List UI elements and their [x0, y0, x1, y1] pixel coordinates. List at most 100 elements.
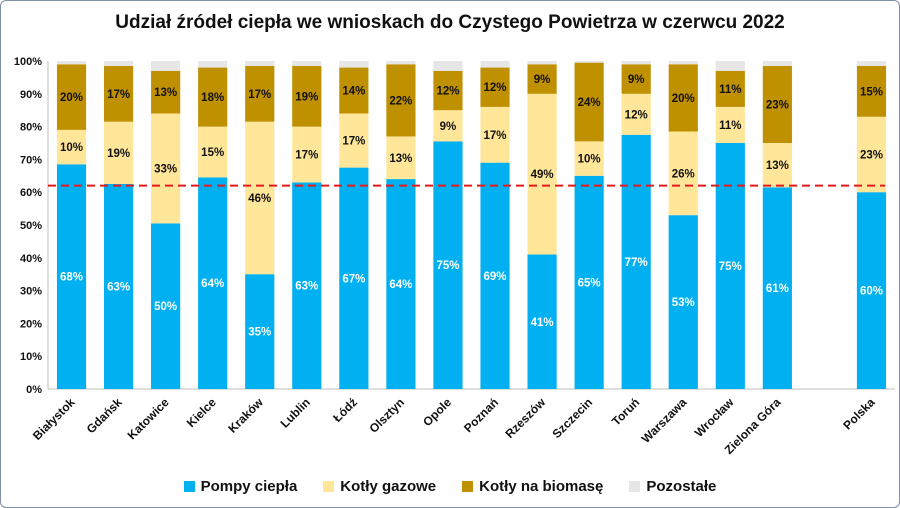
bar-segment	[762, 143, 792, 188]
bar-segment	[151, 61, 181, 71]
bar-segment	[480, 106, 510, 163]
x-tick-label: Katowice	[125, 395, 172, 442]
legend-swatch-other	[629, 481, 641, 492]
data-label: 18%	[201, 92, 224, 104]
bar-segment	[762, 187, 792, 389]
y-tick-label: 30%	[20, 286, 42, 298]
y-tick-label: 10%	[20, 351, 42, 363]
x-tick-label: Opole	[420, 395, 454, 429]
bar-segment	[339, 167, 369, 389]
legend-swatch-gas-boilers	[323, 481, 335, 492]
data-label: 9%	[440, 121, 457, 133]
legend-label-gas-boilers: Kotły gazowe	[340, 478, 437, 495]
data-label: 46%	[248, 193, 271, 205]
x-tick-label: Olsztyn	[366, 395, 407, 436]
data-label: 63%	[295, 281, 318, 293]
data-label: 67%	[342, 273, 365, 285]
bar-segment	[715, 61, 745, 71]
data-label: 19%	[107, 148, 130, 160]
legend-item-heat-pumps: Pompy ciepła	[183, 478, 298, 495]
data-label: 10%	[578, 154, 601, 166]
bar-segment	[856, 65, 887, 117]
x-tick-label: Toruń	[609, 395, 642, 428]
y-tick-label: 90%	[20, 89, 42, 101]
bar-segment	[715, 106, 745, 143]
bar-segment	[527, 64, 557, 94]
bar-segment	[292, 182, 322, 389]
data-label: 26%	[672, 168, 695, 180]
bar-segment	[56, 164, 87, 389]
bar-segment	[386, 61, 416, 65]
data-label: 69%	[484, 271, 507, 283]
legend-label-heat-pumps: Pompy ciepła	[200, 478, 298, 495]
bar-segment	[856, 116, 887, 193]
x-tick-label: Gdańsk	[84, 395, 125, 436]
data-label: 12%	[436, 86, 459, 98]
data-label: 9%	[628, 74, 645, 86]
bar-segment	[762, 65, 792, 143]
bar-segment	[527, 93, 557, 255]
legend-item-biomass-boilers: Kotły na biomasę	[462, 478, 603, 495]
data-label: 68%	[60, 272, 83, 284]
bar-segment	[715, 70, 745, 107]
data-label: 11%	[719, 84, 741, 96]
bar-segment	[668, 64, 698, 132]
y-tick-label: 70%	[20, 154, 42, 166]
data-label: 33%	[154, 163, 177, 175]
data-label: 53%	[672, 297, 695, 309]
bar-segment	[151, 223, 181, 389]
data-label: 77%	[625, 257, 648, 269]
x-tick-label: Kraków	[225, 395, 266, 436]
data-label: 24%	[578, 97, 601, 109]
bar-segment	[480, 67, 510, 107]
bar-segment	[103, 65, 134, 122]
data-label: 63%	[107, 282, 130, 294]
bar-segment	[151, 70, 181, 114]
bar-segment	[480, 162, 510, 389]
bar-segment	[292, 126, 322, 183]
y-tick-label: 20%	[20, 318, 42, 330]
bar-segment	[621, 93, 651, 135]
bar-segment	[292, 65, 322, 127]
x-tick-label: Szczecin	[550, 395, 596, 441]
bar-segment	[245, 121, 275, 275]
data-label: 64%	[201, 278, 224, 290]
bar-segment	[621, 134, 651, 389]
bar-segment	[198, 61, 228, 68]
bar-segment	[574, 62, 604, 142]
data-label: 11%	[719, 120, 741, 132]
x-tick-label: Rzeszów	[502, 395, 548, 441]
bar-segment	[433, 110, 463, 142]
legend-item-gas-boilers: Kotły gazowe	[323, 478, 436, 495]
data-label: 15%	[201, 147, 224, 159]
chart-legend: Pompy ciepła Kotły gazowe Kotły na bioma…	[0, 478, 900, 495]
bar-segment	[103, 121, 134, 184]
data-label: 13%	[154, 87, 177, 99]
data-label: 61%	[766, 283, 789, 295]
bar-segment	[386, 136, 416, 180]
data-label: 23%	[766, 99, 789, 111]
bar-segment	[56, 64, 87, 130]
legend-label-other: Pozostałe	[646, 478, 717, 495]
bar-segment	[621, 61, 651, 65]
y-tick-label: 100%	[14, 56, 42, 68]
bar-segment	[56, 61, 87, 65]
bar-segment	[574, 61, 604, 63]
legend-label-biomass-boilers: Kotły na biomasę	[479, 478, 604, 495]
data-label: 65%	[578, 277, 601, 289]
bar-segment	[151, 113, 181, 224]
bar-segment	[574, 175, 604, 389]
x-tick-label: Poznań	[461, 395, 501, 435]
x-tick-label: Kielce	[184, 395, 219, 430]
bar-segment	[433, 141, 463, 389]
data-label: 14%	[342, 86, 365, 98]
bar-segment	[574, 141, 604, 176]
bar-segment	[339, 113, 369, 168]
x-tick-label: Warszawa	[639, 395, 690, 446]
x-tick-label: Wrocław	[692, 395, 737, 440]
legend-swatch-heat-pumps	[183, 481, 195, 492]
x-tick-label: Łódź	[330, 395, 360, 425]
legend-item-other: Pozostałe	[629, 478, 716, 495]
data-label: 20%	[60, 92, 83, 104]
